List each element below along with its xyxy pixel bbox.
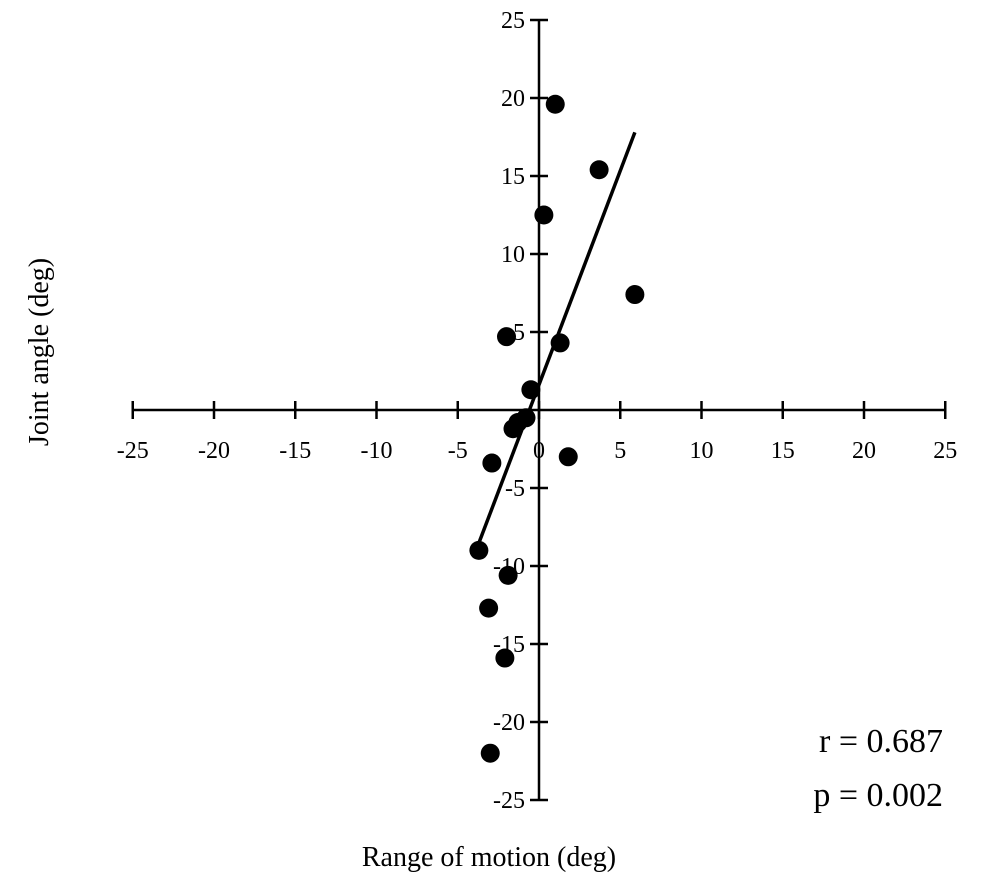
y-tick-label: 25 (501, 8, 525, 34)
data-point (495, 648, 515, 668)
r-value-annotation: r = 0.687 (819, 723, 943, 760)
data-point (521, 380, 541, 400)
data-point (534, 205, 554, 225)
data-point (545, 94, 565, 114)
data-point (469, 540, 489, 560)
x-tick-label: 0 (533, 438, 545, 464)
data-point (589, 160, 609, 180)
ticks (131, 18, 947, 802)
x-tick-label: 5 (614, 438, 626, 464)
tick-labels: -25-20-15-10-50510152025-25-20-15-10-551… (117, 8, 958, 814)
y-tick-label: -20 (493, 710, 525, 736)
p-value-annotation: p = 0.002 (813, 777, 943, 814)
y-tick-label: 10 (501, 242, 525, 268)
data-point (497, 327, 516, 347)
x-axis-title: Range of motion (deg) (362, 842, 616, 873)
x-tick-label: 20 (852, 438, 876, 464)
data-point (558, 447, 578, 467)
x-tick-label: 15 (771, 438, 795, 464)
data-point (479, 598, 499, 618)
data-point (482, 453, 502, 473)
y-tick-label: -25 (493, 788, 525, 814)
x-tick-label: -10 (361, 438, 393, 464)
x-tick-label: 10 (690, 438, 714, 464)
y-tick-label: 15 (501, 164, 525, 190)
x-tick-label: -5 (448, 438, 468, 464)
x-tick-label: 25 (933, 438, 957, 464)
x-tick-label: -20 (198, 438, 230, 464)
y-tick-label: 5 (513, 320, 525, 346)
data-point (498, 565, 518, 585)
data-point (480, 743, 500, 763)
data-point (550, 333, 570, 353)
x-tick-label: -25 (117, 438, 149, 464)
data-point (625, 285, 645, 305)
y-axis-title: Joint angle (deg) (24, 258, 55, 446)
y-tick-label: -5 (505, 476, 525, 502)
y-tick-label: 20 (501, 86, 525, 112)
x-tick-label: -15 (279, 438, 311, 464)
data-points (469, 94, 645, 763)
data-point (503, 419, 523, 439)
